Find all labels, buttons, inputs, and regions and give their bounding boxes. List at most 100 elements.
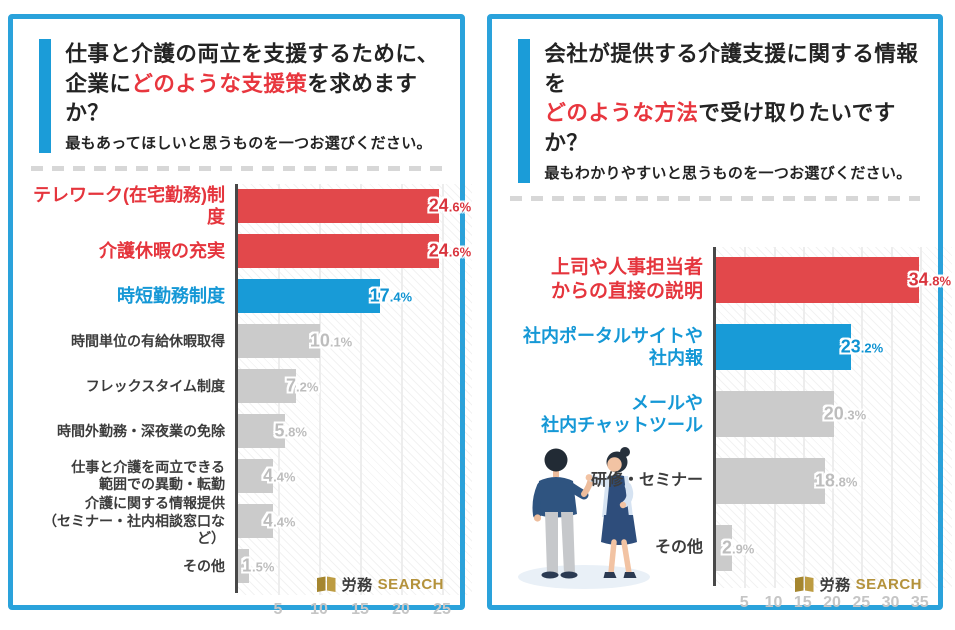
x-tick-label: 30 bbox=[881, 593, 900, 611]
gridline bbox=[861, 246, 863, 588]
left-panel-subtitle: 最もあってほしいと思うものを一つお選びください。 bbox=[65, 134, 432, 152]
bar-row: 時短勤務制度 17.4% bbox=[31, 274, 442, 319]
x-tick-label: 15 bbox=[351, 600, 369, 618]
left-panel-title: 仕事と介護の両立を支援するために、 企業にどのような支援策を求めますか？ 最もあっ… bbox=[65, 39, 442, 153]
x-tick-label: 5 bbox=[273, 600, 283, 618]
romu-search-logo: 労務 SEARCH bbox=[316, 574, 444, 595]
bar-row: 時間単位の有給休暇取得 10.1% bbox=[31, 319, 442, 364]
logo-book-icon bbox=[794, 576, 814, 592]
bar-value: 7.2% bbox=[286, 375, 319, 396]
x-tick-label: 10 bbox=[764, 593, 783, 611]
gridline bbox=[891, 246, 893, 588]
bar bbox=[237, 459, 274, 494]
bar-row: 仕事と介護を両立できる 範囲での異動・転勤 4.4% bbox=[31, 454, 442, 499]
gridline bbox=[360, 183, 362, 595]
bar-zone: 18.8% bbox=[715, 448, 920, 515]
bar-row: 研修・セミナー 18.8% bbox=[510, 448, 920, 515]
bar bbox=[237, 234, 439, 269]
bar-row: 社内ポータルサイトや 社内報 23.2% bbox=[510, 314, 920, 381]
bar-row: フレックスタイム制度 7.2% bbox=[31, 364, 442, 409]
bar bbox=[237, 414, 285, 449]
bar-value: 23.2% bbox=[840, 336, 884, 357]
panel-right-chart: 会社が提供する介護支援に関する情報を どのような方法で受け取りたいですか？ 最もわ… bbox=[487, 14, 952, 611]
x-tick-label: 20 bbox=[823, 593, 841, 611]
panel-title-line: 会社が提供する介護支援に関する情報を bbox=[544, 42, 919, 96]
bar-zone: 34.8% bbox=[715, 247, 951, 314]
right-panel-subtitle: 最もわかりやすいと思うものを一つお選びください。 bbox=[544, 164, 912, 182]
x-tick-label: 35 bbox=[910, 593, 929, 611]
bar-label: 仕事と介護を両立できる 範囲での異動・転勤 bbox=[71, 458, 225, 493]
logo-text-jp: 労務 bbox=[341, 577, 373, 594]
bar-zone: 17.4% bbox=[237, 274, 442, 319]
bar-zone: 20.3% bbox=[715, 381, 920, 448]
bar bbox=[715, 391, 834, 438]
bar-label: 上司や人事担当者 からの直接の説明 bbox=[550, 257, 703, 303]
bar-label: 介護休暇の充実 bbox=[99, 241, 225, 262]
bar-rows: 上司や人事担当者 からの直接の説明 34.8% 社内ポータルサイトや 社内報 23.2… bbox=[510, 247, 951, 582]
x-tick-label: 20 bbox=[392, 600, 410, 618]
bar-row: その他 2.9% bbox=[510, 515, 920, 582]
bar bbox=[237, 189, 439, 224]
bar-row: 介護休暇の充実 24.6% bbox=[31, 229, 471, 274]
panel-title-line: 仕事と介護の両立を支援するために、 bbox=[65, 42, 439, 66]
bar-label: テレワーク(在宅勤務)制度 bbox=[33, 184, 225, 228]
bar-zone: 23.2% bbox=[715, 314, 920, 381]
bar bbox=[715, 257, 919, 304]
panel-right-inner: 会社が提供する介護支援に関する情報を どのような方法で受け取りたいですか？ 最もわ… bbox=[492, 19, 952, 611]
bar-value: 34.8% bbox=[908, 269, 952, 290]
logo-text-en: SEARCH bbox=[855, 576, 922, 593]
bar-value: 20.3% bbox=[823, 403, 867, 424]
left-title-block: 仕事と介護の両立を支援するために、 企業にどのような支援策を求めますか？ 最もあっ… bbox=[39, 39, 442, 153]
title-accent-bar bbox=[39, 39, 52, 153]
bar-zone: 24.6% bbox=[237, 184, 471, 229]
panel-left-chart: 仕事と介護の両立を支援するために、 企業にどのような支援策を求めますか？ 最もあっ… bbox=[8, 14, 472, 618]
bar-value: 24.6% bbox=[428, 195, 472, 216]
bar-row: メールや 社内チャットツール 20.3% bbox=[510, 381, 920, 448]
bar bbox=[237, 324, 320, 359]
gridline bbox=[319, 183, 321, 595]
panel-title-line: どのような方法で受け取りたいですか？ bbox=[544, 101, 896, 155]
bar-zone: 10.1% bbox=[237, 319, 442, 364]
bar-label: その他 bbox=[183, 557, 225, 574]
dashed-divider bbox=[510, 195, 920, 201]
bar-zone: 2.9% bbox=[715, 515, 920, 582]
bar-zone: 7.2% bbox=[237, 364, 442, 409]
y-axis-line bbox=[713, 246, 716, 586]
y-axis-line bbox=[235, 183, 238, 593]
man-figure bbox=[532, 448, 594, 579]
bar-zone: 24.6% bbox=[237, 229, 471, 274]
bar-value: 10.1% bbox=[309, 330, 353, 351]
bar-row: その他 1.5% bbox=[31, 544, 442, 589]
bar-rows: テレワーク(在宅勤務)制度 24.6% 介護休暇の充実 24.6% 時短勤務制度 17.4… bbox=[31, 184, 471, 589]
title-accent-bar bbox=[518, 39, 531, 183]
bar-label: 社内ポータルサイトや 社内報 bbox=[523, 325, 703, 369]
bar bbox=[237, 504, 274, 539]
gridline bbox=[401, 183, 403, 595]
bar-row: 介護に関する情報提供 （セミナー・社内相談窓口など） 4.4% bbox=[31, 495, 442, 546]
panel-left-inner: 仕事と介護の両立を支援するために、 企業にどのような支援策を求めますか？ 最もあっ… bbox=[13, 19, 472, 618]
logo-text-jp: 労務 bbox=[819, 577, 851, 594]
bar bbox=[715, 525, 732, 572]
right-bar-chart: 上司や人事担当者 からの直接の説明 34.8% 社内ポータルサイトや 社内報 23.2… bbox=[510, 246, 952, 618]
x-tick-label: 25 bbox=[433, 600, 451, 618]
bar bbox=[715, 324, 851, 371]
bar-label: 時間外勤務・深夜業の免除 bbox=[57, 422, 225, 439]
bar bbox=[237, 279, 380, 314]
x-tick-label: 5 bbox=[739, 593, 749, 611]
woman-figure bbox=[585, 447, 637, 578]
x-tick-label: 10 bbox=[310, 600, 328, 618]
right-title-block: 会社が提供する介護支援に関する情報を どのような方法で受け取りたいですか？ 最もわ… bbox=[518, 39, 920, 183]
bar bbox=[715, 458, 825, 505]
bar bbox=[237, 549, 250, 584]
bar-row: 上司や人事担当者 からの直接の説明 34.8% bbox=[510, 247, 951, 314]
bar-label: 研修・セミナー bbox=[590, 472, 703, 490]
bar-zone: 4.4% bbox=[237, 454, 442, 499]
bar-value: 4.4% bbox=[263, 510, 296, 531]
romu-search-logo: 労務 SEARCH bbox=[794, 574, 922, 595]
dashed-divider bbox=[31, 165, 442, 171]
bar bbox=[237, 369, 297, 404]
left-bar-chart: テレワーク(在宅勤務)制度 24.6% 介護休暇の充実 24.6% 時短勤務制度 17.4… bbox=[31, 183, 472, 625]
gridline bbox=[920, 246, 922, 588]
right-panel-title: 会社が提供する介護支援に関する情報を どのような方法で受け取りたいですか？ 最もわ… bbox=[544, 39, 920, 183]
